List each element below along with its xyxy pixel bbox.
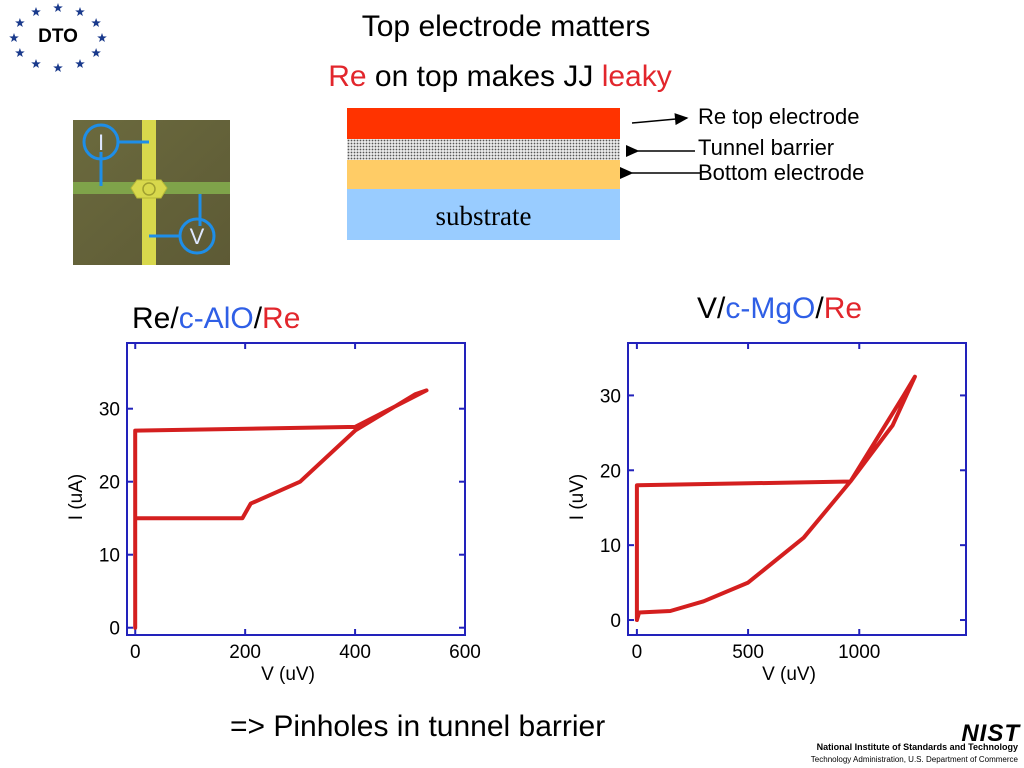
nist-subtitle: Technology Administration, U.S. Departme… <box>810 755 1018 764</box>
page-subtitle: Re on top makes JJ leaky <box>0 60 1000 94</box>
y-tick-label: 0 <box>610 611 621 632</box>
nist-name: National Institute of Standards and Tech… <box>816 742 1018 752</box>
y-tick-label: 20 <box>99 473 120 494</box>
x-tick-label: 1000 <box>838 642 880 663</box>
y-tick-label: 10 <box>99 546 120 567</box>
layer-bottom-electrode <box>347 160 620 189</box>
y-axis-label: I (uV) <box>567 474 588 520</box>
current-probe-label: I <box>98 130 104 155</box>
iv-curve-series-0 <box>634 374 917 622</box>
subtitle-middle: on top makes JJ <box>366 60 602 93</box>
logo-star-icon <box>91 48 101 57</box>
nist-logo: NIST <box>961 720 1020 747</box>
logo-star-icon <box>31 59 41 68</box>
star-ring-icon <box>9 3 107 72</box>
logo-star-icon <box>91 18 101 27</box>
footer-conclusion: => Pinholes in tunnel barrier <box>230 710 606 743</box>
voltage-probe-label: V <box>190 224 205 249</box>
layer-substrate: substrate <box>347 189 620 240</box>
arrow-top <box>631 113 689 126</box>
dto-logo: DTO <box>8 2 108 74</box>
subtitle-leaky: leaky <box>601 60 672 93</box>
logo-star-icon <box>75 59 85 68</box>
x-tick-label: 500 <box>732 642 764 663</box>
logo-star-icon <box>9 33 19 42</box>
logo-star-icon <box>15 18 25 27</box>
x-tick-label: 200 <box>229 642 261 663</box>
y-tick-label: 10 <box>600 536 621 557</box>
x-tick-label: 0 <box>632 642 643 663</box>
label-bottom-electrode: Bottom electrode <box>698 160 865 185</box>
logo-star-icon <box>75 7 85 17</box>
logo-star-icon <box>31 7 41 17</box>
iv-chart-alo: 0 200 400 600 0 10 20 30 V (uV) I (uA) <box>66 342 481 685</box>
iv-chart-mgo: 0 500 1000 0 10 20 30 V (uV) I (uV) <box>567 342 967 685</box>
layer-stack: substrate <box>347 108 620 240</box>
plot2-heading: V/c-MgO/Re <box>697 292 863 325</box>
dto-logo-text: DTO <box>38 26 78 47</box>
x-tick-label: 400 <box>339 642 371 663</box>
plot-frame <box>126 342 466 636</box>
y-tick-label: 30 <box>99 400 120 421</box>
x-tick-label: 600 <box>449 642 481 663</box>
logo-star-icon <box>97 33 107 42</box>
y-axis-label: I (uA) <box>66 474 87 520</box>
layer-arrows <box>620 113 700 179</box>
logo-star-icon <box>53 63 63 72</box>
substrate-label: substrate <box>435 201 532 231</box>
x-axis-label: V (uV) <box>762 664 816 685</box>
y-tick-label: 0 <box>109 619 120 640</box>
logo-star-icon <box>53 3 63 12</box>
x-tick-label: 0 <box>130 642 141 663</box>
y-tick-label: 20 <box>600 461 621 482</box>
plot1-heading: Re/c-AlO/Re <box>132 302 301 335</box>
subtitle-re: Re <box>328 60 367 93</box>
page-title: Top electrode matters <box>361 10 651 43</box>
label-top-electrode: Re top electrode <box>698 104 860 129</box>
x-axis-label: V (uV) <box>261 664 315 685</box>
y-tick-label: 30 <box>600 386 621 407</box>
layer-top-electrode <box>347 108 620 139</box>
plot-frame <box>627 342 967 636</box>
logo-star-icon <box>15 48 25 57</box>
label-tunnel-barrier: Tunnel barrier <box>698 135 835 160</box>
layer-tunnel-barrier <box>347 139 620 160</box>
iv-curve-series-0 <box>133 388 429 630</box>
device-micrograph: I V <box>73 120 230 265</box>
